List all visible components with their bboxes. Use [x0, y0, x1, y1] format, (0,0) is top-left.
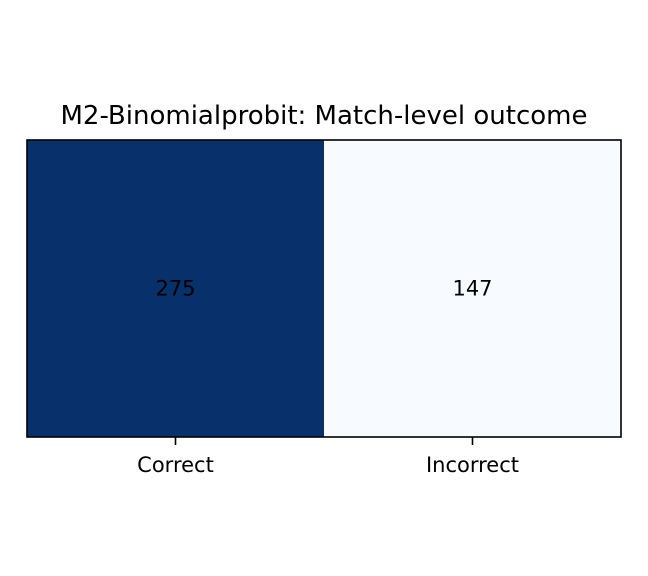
cell-value-label: 147: [452, 277, 492, 301]
heatmap-cells: 275 147: [27, 140, 621, 437]
x-tick-label: Correct: [137, 453, 214, 477]
heatmap-cell-correct: [27, 140, 324, 437]
x-axis: Correct Incorrect: [137, 437, 519, 477]
cell-value-label: 275: [155, 277, 195, 301]
plot-frame: [26, 139, 622, 438]
x-tick-label: Incorrect: [426, 453, 519, 477]
heatmap-cell-incorrect: [324, 140, 621, 437]
chart-title: M2-Binomialprobit: Match-level outcome: [61, 101, 588, 131]
